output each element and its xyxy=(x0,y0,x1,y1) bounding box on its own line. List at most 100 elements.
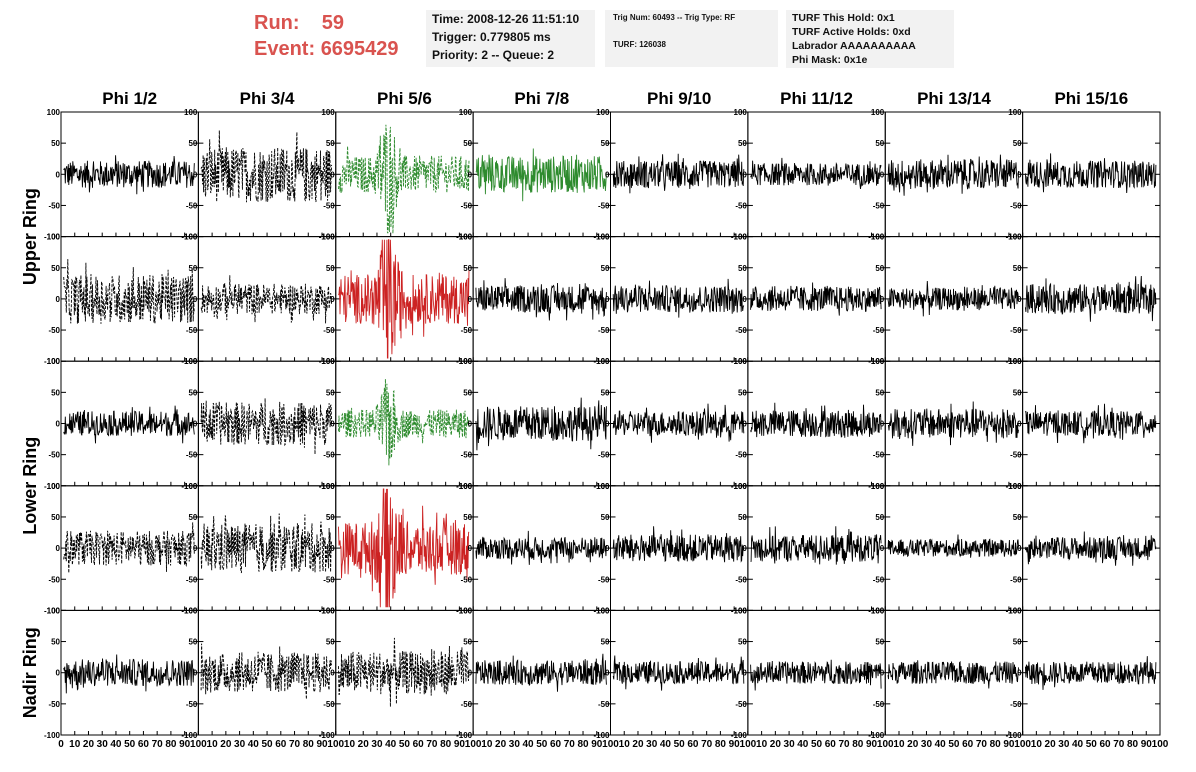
y-tick-label: 0 xyxy=(880,669,885,678)
y-tick-label: -50 xyxy=(323,700,335,709)
y-tick-label: -100 xyxy=(868,482,885,491)
y-tick-label: -100 xyxy=(1006,731,1023,740)
y-tick-label: 100 xyxy=(734,357,748,366)
y-tick-label: -50 xyxy=(186,451,198,460)
x-tick-label: 70 xyxy=(289,739,301,750)
y-tick-label: 100 xyxy=(1008,108,1022,117)
y-tick-label: -100 xyxy=(593,731,610,740)
column-label: Phi 1/2 xyxy=(102,89,157,108)
run-event-header: Run: 59 Event: 6695429 xyxy=(254,10,399,62)
y-tick-label: -100 xyxy=(1006,482,1023,491)
y-tick-label: 100 xyxy=(459,606,473,615)
y-tick-label: -100 xyxy=(1006,233,1023,242)
x-tick-label: 20 xyxy=(220,739,232,750)
waveform-trace xyxy=(338,378,470,466)
y-tick-label: -50 xyxy=(186,700,198,709)
x-tick-label: 90 xyxy=(591,739,603,750)
x-tick-label: 60 xyxy=(413,739,425,750)
y-tick-label: 100 xyxy=(1008,357,1022,366)
x-tick-label: 60 xyxy=(962,739,974,750)
y-tick-label: -100 xyxy=(319,606,336,615)
x-tick-label: 50 xyxy=(674,739,686,750)
waveform-trace xyxy=(750,526,882,565)
y-tick-label: -50 xyxy=(735,575,747,584)
y-tick-label: -100 xyxy=(456,606,473,615)
waveform-trace xyxy=(475,653,607,692)
y-tick-label: 100 xyxy=(596,482,610,491)
y-tick-label: -50 xyxy=(323,201,335,210)
x-tick-label: 70 xyxy=(701,739,713,750)
x-tick-label: 90 xyxy=(866,739,878,750)
waveform-trace xyxy=(887,660,1019,689)
x-tick-label: 10 xyxy=(207,739,219,750)
column-label: Phi 11/12 xyxy=(780,89,853,108)
y-tick-label: -50 xyxy=(461,201,473,210)
x-tick-label: 30 xyxy=(784,739,796,750)
y-tick-label: -50 xyxy=(598,326,610,335)
y-tick-label: -50 xyxy=(735,201,747,210)
x-tick-label: 80 xyxy=(990,739,1002,750)
y-tick-label: -50 xyxy=(873,326,885,335)
y-tick-label: -100 xyxy=(44,357,61,366)
y-tick-label: -50 xyxy=(735,326,747,335)
x-tick-label: 20 xyxy=(83,739,95,750)
x-tick-label: 60 xyxy=(275,739,287,750)
x-tick-label: 20 xyxy=(770,739,782,750)
y-tick-label: -100 xyxy=(456,357,473,366)
y-tick-label: -100 xyxy=(456,482,473,491)
y-tick-label: -50 xyxy=(186,575,198,584)
x-tick-label: 10 xyxy=(344,739,356,750)
y-tick-label: 100 xyxy=(184,233,198,242)
y-tick-label: 100 xyxy=(47,108,61,117)
y-tick-label: 100 xyxy=(596,233,610,242)
y-tick-label: 100 xyxy=(596,606,610,615)
y-tick-label: -100 xyxy=(181,233,198,242)
y-tick-label: 0 xyxy=(330,295,335,304)
y-tick-label: -50 xyxy=(323,326,335,335)
y-tick-label: -100 xyxy=(731,482,748,491)
y-tick-label: 50 xyxy=(738,264,747,273)
y-tick-label: 50 xyxy=(875,139,884,148)
panel-frame xyxy=(335,111,474,238)
x-tick-label: 70 xyxy=(564,739,576,750)
y-tick-label: 0 xyxy=(193,170,198,179)
y-tick-label: 50 xyxy=(51,513,60,522)
y-tick-label: 50 xyxy=(875,638,884,647)
y-tick-label: -100 xyxy=(44,606,61,615)
y-tick-label: 0 xyxy=(1017,295,1022,304)
run-label: Run: xyxy=(254,12,300,34)
x-tick-label: 40 xyxy=(385,739,397,750)
y-tick-label: -50 xyxy=(186,326,198,335)
x-tick-label: 90 xyxy=(1003,739,1015,750)
waveform-trace xyxy=(338,637,470,707)
x-tick-label: 100 xyxy=(1014,739,1031,750)
y-tick-label: 50 xyxy=(326,388,335,397)
y-tick-label: -100 xyxy=(731,731,748,740)
y-tick-label: 0 xyxy=(742,544,747,553)
x-tick-label: 70 xyxy=(838,739,850,750)
x-tick-label: 20 xyxy=(495,739,507,750)
x-tick-label: 50 xyxy=(811,739,823,750)
waveform-trace xyxy=(887,154,1019,196)
y-tick-label: 0 xyxy=(605,420,610,429)
y-tick-label: 0 xyxy=(330,420,335,429)
y-tick-label: 100 xyxy=(871,357,885,366)
y-tick-label: 100 xyxy=(1008,482,1022,491)
x-tick-label: 10 xyxy=(893,739,905,750)
x-tick-label: 40 xyxy=(110,739,122,750)
ring-label: Lower Ring xyxy=(20,437,40,535)
y-tick-label: 50 xyxy=(738,139,747,148)
waveform-trace xyxy=(475,530,607,565)
time-info-box: Time: 2008-12-26 11:51:10 Trigger: 0.779… xyxy=(426,10,595,67)
y-tick-label: -100 xyxy=(44,482,61,491)
x-tick-label: 60 xyxy=(550,739,562,750)
x-tick-label: 40 xyxy=(935,739,947,750)
column-label: Phi 3/4 xyxy=(240,89,295,108)
waveform-trace xyxy=(200,398,333,455)
y-tick-label: 0 xyxy=(330,669,335,678)
y-tick-label: 0 xyxy=(742,295,747,304)
y-tick-label: 0 xyxy=(880,420,885,429)
y-tick-label: -100 xyxy=(731,233,748,242)
y-tick-label: 50 xyxy=(875,264,884,273)
waveform-trace xyxy=(200,275,333,324)
